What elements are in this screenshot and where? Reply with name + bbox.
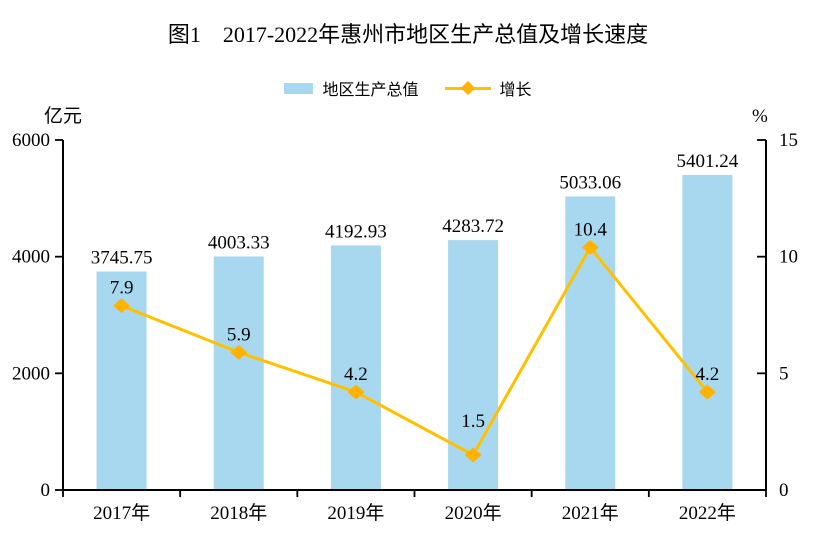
- left-axis-tick-label: 6000: [12, 130, 50, 151]
- legend-item-gdp: 地区生产总值: [284, 76, 419, 100]
- chart-legend: 地区生产总值 增长: [0, 76, 816, 100]
- bar-value-label: 4003.33: [208, 232, 270, 253]
- x-axis-category-label: 2021年: [562, 502, 619, 524]
- growth-line-swatch-icon: [444, 80, 491, 96]
- bar-2019年: [330, 245, 381, 490]
- growth-marker-2020年: [464, 447, 482, 463]
- legend-label-growth: 增长: [499, 82, 532, 99]
- x-axis-category-label: 2020年: [445, 502, 502, 524]
- bar-2022年: [682, 174, 733, 490]
- x-axis-category-label: 2019年: [327, 502, 384, 524]
- left-axis-tick-label: 2000: [12, 363, 50, 384]
- bar-value-label: 4283.72: [442, 216, 504, 237]
- x-axis-category-label: 2017年: [93, 502, 150, 524]
- gdp-bar-swatch-icon: [284, 82, 314, 94]
- x-axis-category-label: 2018年: [210, 502, 267, 524]
- growth-marker-2021年: [581, 239, 599, 255]
- right-axis-unit-label: %: [752, 106, 768, 127]
- growth-value-label: 10.4: [574, 219, 608, 240]
- bar-value-label: 4192.93: [325, 221, 387, 242]
- bar-value-label: 5033.06: [559, 172, 621, 193]
- left-axis-tick-label: 4000: [12, 247, 50, 268]
- growth-marker-2019年: [347, 384, 365, 400]
- right-axis-tick-label: 0: [779, 480, 789, 501]
- legend-item-growth: 增长: [444, 76, 532, 100]
- bar-value-label: 5401.24: [677, 151, 739, 172]
- left-axis-tick-label: 0: [41, 480, 51, 501]
- right-axis-tick-label: 10: [779, 247, 798, 268]
- right-axis-tick-label: 15: [779, 130, 798, 151]
- bar-value-label: 3745.75: [91, 247, 153, 268]
- legend-label-gdp: 地区生产总值: [322, 82, 419, 99]
- bar-2018年: [213, 256, 264, 490]
- growth-value-label: 7.9: [110, 278, 134, 299]
- growth-marker-2018年: [230, 344, 248, 360]
- chart-title: 图1 2017-2022年惠州市地区生产总值及增长速度: [167, 22, 649, 47]
- growth-marker-2017年: [113, 298, 131, 314]
- growth-line: [121, 244, 709, 458]
- left-axis-unit-label: 亿元: [44, 106, 83, 127]
- growth-value-label: 4.2: [344, 364, 368, 385]
- growth-value-label: 1.5: [461, 411, 485, 432]
- growth-value-label: 5.9: [227, 324, 251, 345]
- growth-marker-2022年: [698, 384, 716, 400]
- growth-value-label: 4.2: [696, 364, 720, 385]
- x-axis-category-label: 2022年: [679, 502, 736, 524]
- right-axis-tick-label: 5: [779, 363, 789, 384]
